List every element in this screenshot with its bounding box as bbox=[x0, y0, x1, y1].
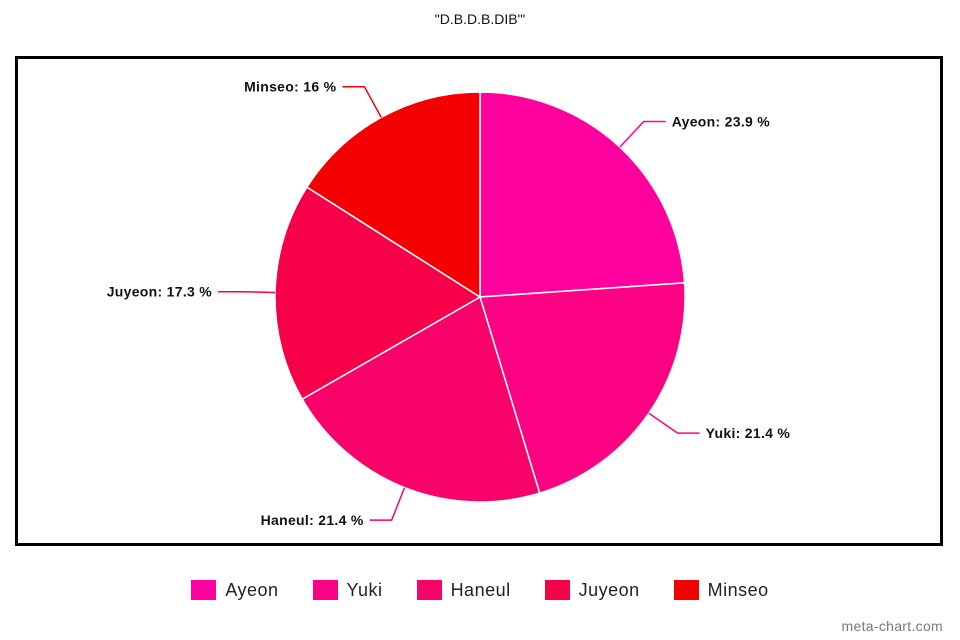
leader-line-juyeon bbox=[218, 290, 276, 294]
legend-label: Juyeon bbox=[578, 579, 640, 600]
legend-swatch bbox=[312, 580, 338, 600]
legend-swatch bbox=[416, 580, 442, 600]
slice-label-ayeon: Ayeon: 23.9 % bbox=[672, 114, 771, 130]
legend-label: Minseo bbox=[707, 579, 769, 600]
legend-swatch bbox=[673, 580, 699, 600]
leader-line-minseo bbox=[342, 85, 382, 118]
slice-label-haneul: Haneul: 21.4 % bbox=[261, 512, 364, 528]
legend-item-ayeon: Ayeon bbox=[191, 580, 278, 601]
legend-item-minseo: Minseo bbox=[673, 579, 769, 601]
pie-slice-juyeon bbox=[274, 186, 482, 401]
slice-label-yuki: Yuki: 21.4 % bbox=[706, 425, 791, 441]
slice-label-minseo: Minseo: 16 % bbox=[244, 79, 337, 95]
legend-swatch bbox=[191, 580, 217, 600]
legend-item-juyeon: Juyeon bbox=[544, 579, 640, 601]
leader-line-ayeon bbox=[619, 120, 666, 148]
pie-slice-ayeon bbox=[479, 91, 686, 298]
legend-label: Haneul bbox=[450, 579, 511, 600]
legend-label: Yuki bbox=[346, 579, 383, 600]
slice-label-juyeon: Juyeon: 17.3 % bbox=[107, 284, 213, 300]
leader-line-haneul bbox=[369, 487, 406, 521]
leader-line-yuki bbox=[648, 412, 700, 434]
legend-swatch bbox=[544, 580, 570, 600]
legend-item-haneul: Haneul bbox=[416, 579, 511, 601]
watermark: meta-chart.com bbox=[841, 618, 943, 634]
plot-area-border bbox=[15, 56, 943, 546]
legend: Ayeon Yuki Haneul Juyeon Minseo bbox=[0, 576, 960, 604]
chart-title: "D.B.D.B.DIB'" bbox=[434, 11, 526, 27]
legend-item-yuki: Yuki bbox=[312, 579, 383, 601]
legend-label: Ayeon bbox=[225, 579, 279, 600]
